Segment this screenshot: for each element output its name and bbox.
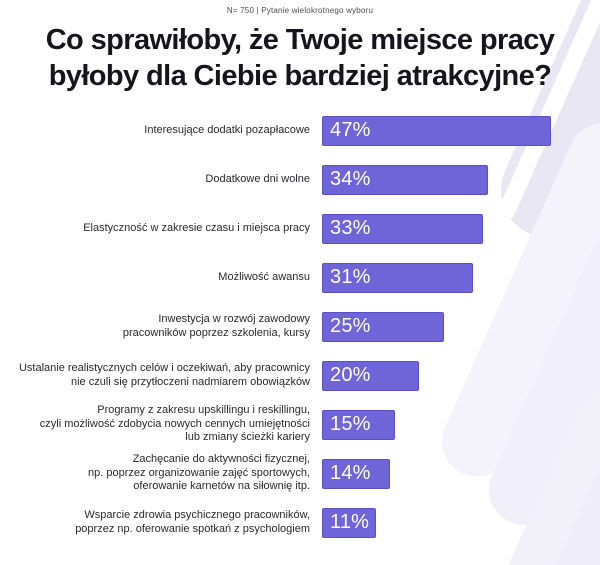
bar-row: Możliwość awansu 31% xyxy=(0,253,600,302)
category-label: Programy z zakresu upskillingu i reskill… xyxy=(39,404,310,444)
bar: 33% xyxy=(322,213,483,244)
bar: 25% xyxy=(322,311,444,342)
category-label: Inwestycja w rozwój zawodowy pracowników… xyxy=(122,313,310,339)
bar-row: Dodatkowe dni wolne 34% xyxy=(0,155,600,204)
bar-row: Elastyczność w zakresie czasu i miejsca … xyxy=(0,204,600,253)
category-label: Ustalanie realistycznych celów i oczekiw… xyxy=(18,362,310,388)
category-label: Możliwość awansu xyxy=(218,270,310,283)
bar-row: Zachęcanie do aktywności fizycznej, np. … xyxy=(0,449,600,498)
bar: 14% xyxy=(322,458,390,489)
bar-value-label: 14% xyxy=(330,462,371,484)
bar-value-label: 31% xyxy=(330,266,371,288)
bar: 47% xyxy=(322,115,551,146)
bar-chart: Interesujące dodatki pozapłacowe 47% Dod… xyxy=(0,106,600,547)
page-title-line1: Co sprawiłoby, że Twoje miejsce pracy xyxy=(45,24,555,56)
bar: 11% xyxy=(322,507,376,538)
bar: 20% xyxy=(322,360,419,391)
category-label: Interesujące dodatki pozapłacowe xyxy=(144,123,310,136)
page-title: Co sprawiłoby, że Twoje miejsce pracy by… xyxy=(0,22,600,94)
bar-row: Inwestycja w rozwój zawodowy pracowników… xyxy=(0,302,600,351)
category-label: Wsparcie zdrowia psychicznego pracownikó… xyxy=(75,509,310,535)
bar-row: Ustalanie realistycznych celów i oczekiw… xyxy=(0,351,600,400)
bar: 34% xyxy=(322,164,488,195)
bar-value-label: 34% xyxy=(330,168,371,190)
bar-value-label: 11% xyxy=(330,511,370,533)
bar-row: Interesujące dodatki pozapłacowe 47% xyxy=(0,106,600,155)
bar: 31% xyxy=(322,262,473,293)
bar-value-label: 33% xyxy=(330,217,371,239)
bar-value-label: 15% xyxy=(330,413,371,435)
bar-row: Programy z zakresu upskillingu i reskill… xyxy=(0,400,600,449)
bar-value-label: 20% xyxy=(330,364,371,386)
bar-value-label: 25% xyxy=(330,315,371,337)
category-label: Elastyczność w zakresie czasu i miejsca … xyxy=(83,221,310,234)
bar: 15% xyxy=(322,409,395,440)
bar-row: Wsparcie zdrowia psychicznego pracownikó… xyxy=(0,498,600,547)
category-label: Zachęcanie do aktywności fizycznej, np. … xyxy=(88,453,310,493)
bar-value-label: 47% xyxy=(330,119,371,141)
methodology-note: N= 750 | Pytanie wielokrotnego wyboru xyxy=(226,6,374,15)
category-label: Dodatkowe dni wolne xyxy=(205,172,310,185)
page-title-line2: byłoby dla Ciebie bardziej atrakcyjne? xyxy=(48,60,552,92)
